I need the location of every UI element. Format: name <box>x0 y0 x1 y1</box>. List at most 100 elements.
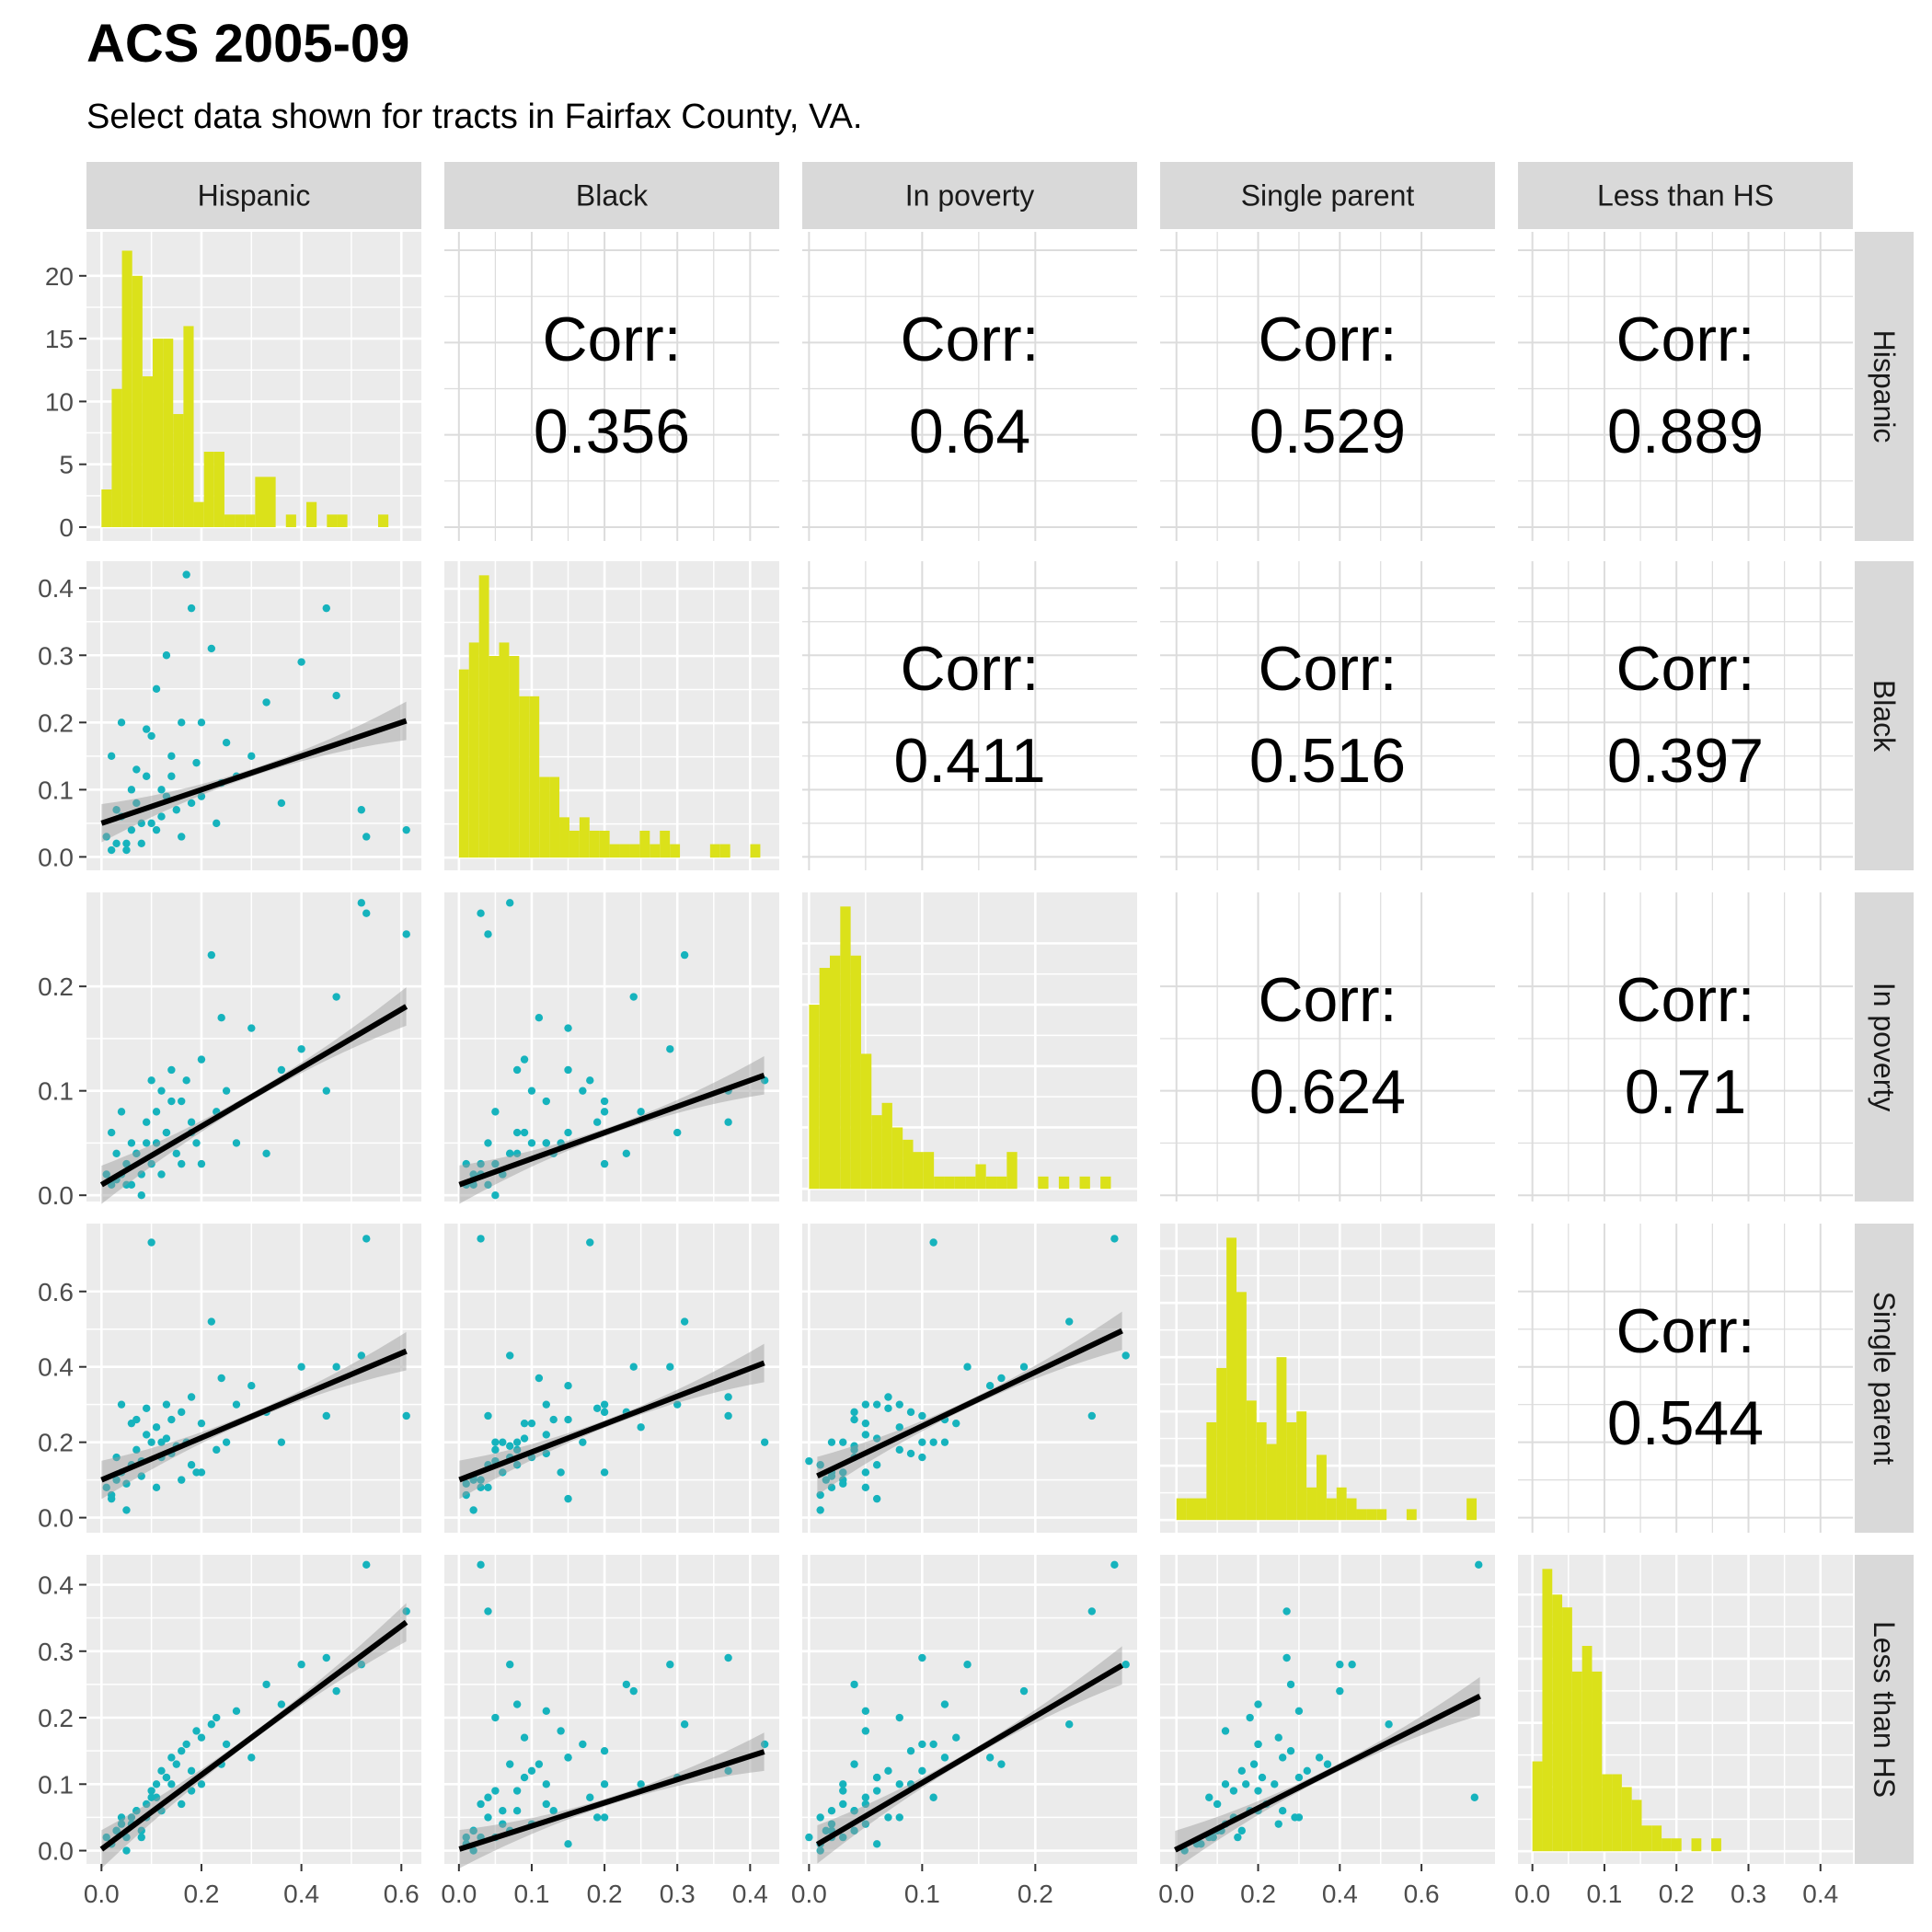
data-point <box>152 1793 161 1801</box>
data-point <box>142 1118 151 1126</box>
data-point <box>542 1431 550 1439</box>
histogram-bar <box>629 844 640 858</box>
corr-panel <box>1518 892 1853 1202</box>
data-point <box>895 1400 903 1409</box>
data-point <box>1209 1833 1217 1842</box>
data-point <box>213 819 221 828</box>
data-point <box>564 1381 572 1390</box>
data-point <box>402 930 410 938</box>
histogram-bar <box>1691 1838 1702 1852</box>
histogram-bar <box>306 501 317 527</box>
data-point <box>152 1423 161 1432</box>
data-point <box>187 1118 196 1126</box>
data-point <box>629 1686 638 1696</box>
data-point <box>1087 1607 1097 1616</box>
data-point <box>666 1363 674 1371</box>
data-point <box>839 1787 847 1795</box>
data-point <box>918 1453 926 1462</box>
data-point <box>542 1449 550 1458</box>
data-point <box>600 1159 609 1168</box>
data-point <box>142 1800 151 1809</box>
scatter-panel <box>802 1555 1137 1864</box>
histogram-bar <box>996 1176 1007 1190</box>
data-point <box>564 1065 572 1075</box>
data-point <box>357 1351 366 1360</box>
data-point <box>117 1108 126 1116</box>
data-point <box>187 1393 196 1401</box>
data-point <box>666 1661 674 1669</box>
histogram-bar <box>265 477 276 527</box>
histogram-bar <box>1176 1498 1187 1521</box>
histogram-bar <box>719 844 730 858</box>
data-point <box>402 1411 410 1420</box>
histogram-bar <box>203 452 214 527</box>
corr-value: 0.397 <box>1607 726 1764 796</box>
data-point <box>277 1700 286 1708</box>
data-point <box>477 1235 485 1243</box>
data-point <box>637 1423 645 1432</box>
data-point <box>127 786 136 794</box>
regression-line <box>458 1360 765 1483</box>
data-point <box>1110 1560 1119 1570</box>
data-point <box>600 1408 609 1417</box>
histogram-bar <box>709 844 720 858</box>
data-point <box>918 1766 926 1776</box>
data-point <box>167 1415 176 1424</box>
data-point <box>1242 1780 1250 1788</box>
histogram-bar <box>1621 1787 1632 1852</box>
strip-right-label-single-parent: Single parent <box>1868 1292 1901 1466</box>
data-point <box>666 1045 674 1053</box>
data-point <box>207 1317 216 1326</box>
data-point <box>564 1754 572 1762</box>
data-point <box>127 1139 136 1147</box>
data-point <box>680 1720 689 1729</box>
data-point <box>542 1707 550 1716</box>
histogram-bar <box>660 830 671 858</box>
data-point <box>724 1653 732 1662</box>
data-point <box>1121 1661 1130 1669</box>
data-point <box>592 1404 602 1412</box>
data-point <box>512 1787 522 1795</box>
corr-panel <box>802 232 1137 541</box>
data-point <box>277 1438 286 1446</box>
data-point <box>477 1476 485 1484</box>
data-point <box>940 1438 949 1446</box>
data-point <box>122 1479 131 1488</box>
histogram-bar <box>489 656 500 858</box>
scatter-panel <box>86 561 421 870</box>
histogram-bar <box>519 696 530 858</box>
y-tick-label: 10 <box>45 387 74 416</box>
histogram-bar <box>499 642 510 858</box>
data-point <box>506 1661 514 1669</box>
data-point <box>192 758 201 767</box>
data-point <box>985 1381 995 1390</box>
regression-line <box>1174 1693 1481 1853</box>
data-point <box>484 1180 492 1190</box>
data-point <box>107 1494 116 1503</box>
data-point <box>297 658 305 666</box>
data-point <box>357 806 366 814</box>
data-point <box>512 1700 522 1708</box>
data-point <box>535 1760 544 1768</box>
data-point <box>462 1159 470 1168</box>
corr-label: Corr: <box>1258 965 1397 1035</box>
data-point <box>850 1680 858 1689</box>
histogram-bar <box>458 669 469 858</box>
strip-top-hispanic <box>86 162 421 229</box>
data-point <box>586 1238 594 1247</box>
data-point <box>107 845 116 855</box>
histogram-bar <box>1256 1421 1267 1521</box>
data-point <box>112 806 121 814</box>
histogram-bar <box>913 1152 924 1190</box>
data-point <box>586 1793 594 1801</box>
data-point <box>549 1806 558 1815</box>
chart-title: ACS 2005-09 <box>86 14 410 74</box>
data-point <box>512 1128 522 1137</box>
data-point <box>192 1139 201 1147</box>
x-tick-label: 0.4 <box>732 1880 768 1908</box>
data-point <box>1278 1754 1287 1762</box>
data-point <box>137 1833 145 1842</box>
data-point <box>1286 1680 1295 1689</box>
data-point <box>816 1461 824 1469</box>
data-point <box>520 1128 529 1137</box>
